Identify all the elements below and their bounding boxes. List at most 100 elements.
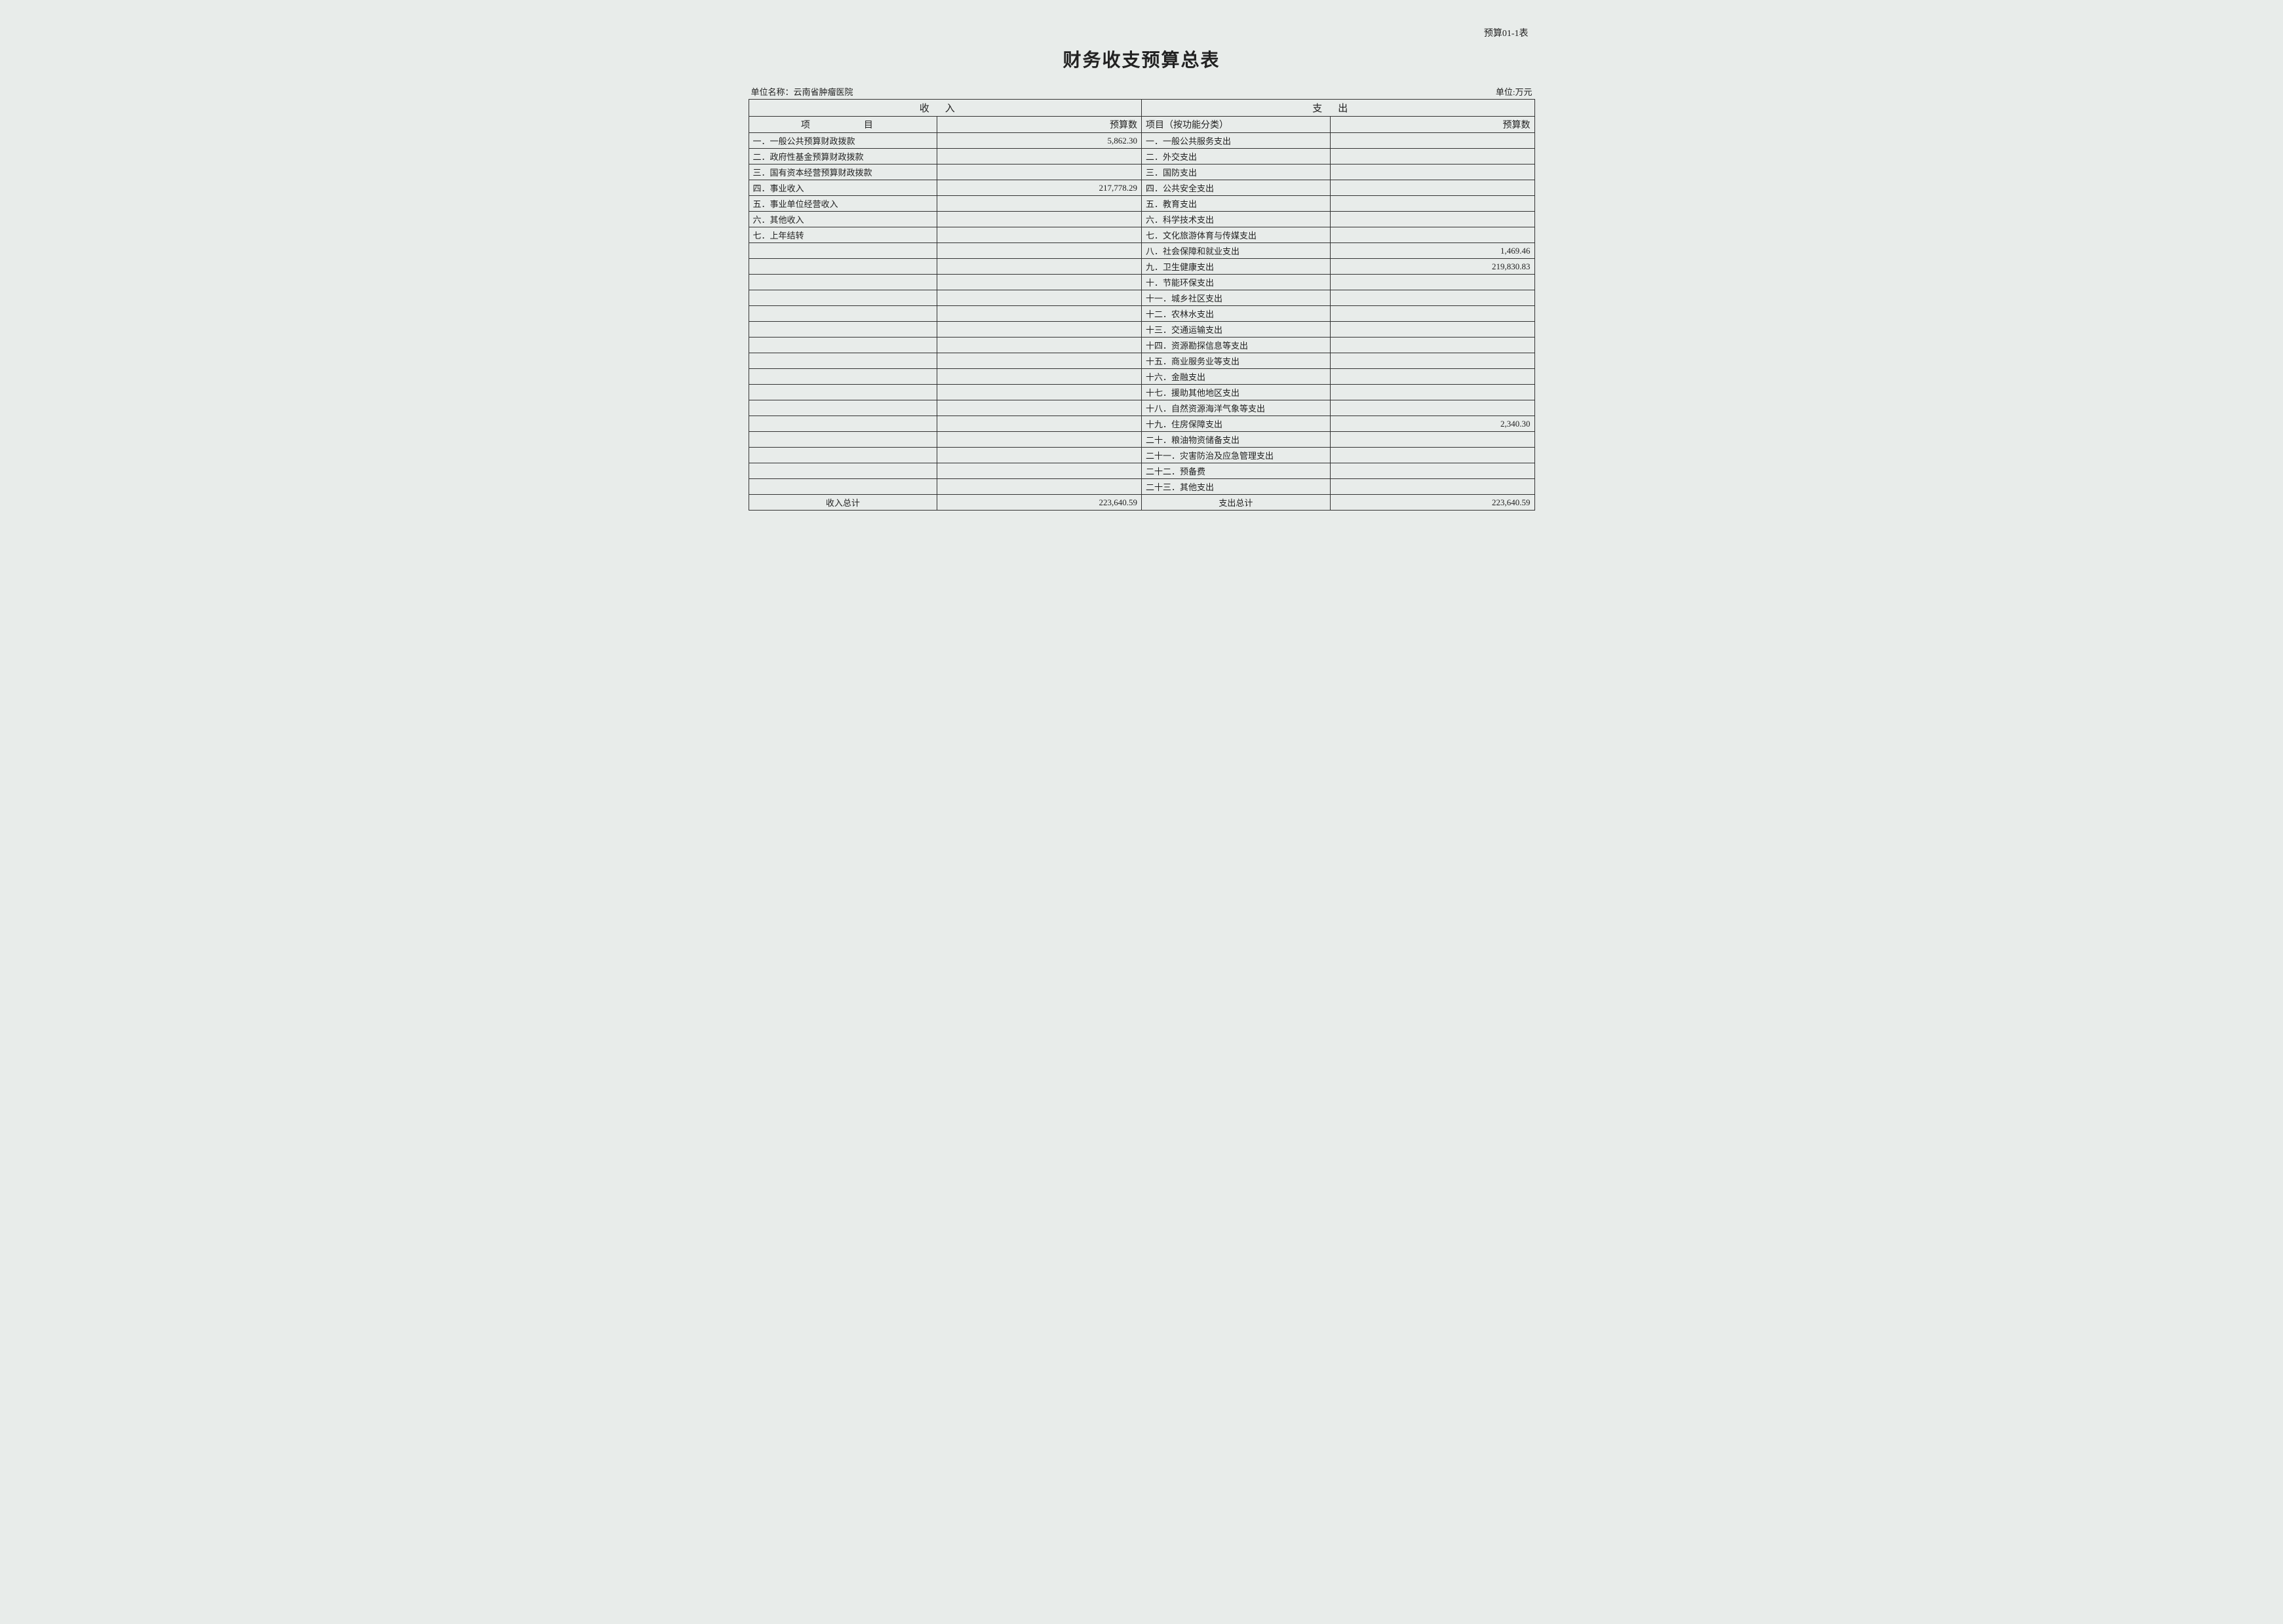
expense-item: 十．节能环保支出 <box>1141 275 1330 290</box>
table-row: 十七．援助其他地区支出 <box>749 385 1534 400</box>
expense-value <box>1330 212 1534 227</box>
meta-row: 单位名称：云南省肿瘤医院 单位:万元 <box>749 85 1535 98</box>
income-total-label: 收入总计 <box>749 495 937 511</box>
expense-value <box>1330 196 1534 212</box>
table-row: 九．卫生健康支出219,830.83 <box>749 259 1534 275</box>
table-row: 十一．城乡社区支出 <box>749 290 1534 306</box>
income-value <box>937 448 1142 463</box>
income-value: 217,778.29 <box>937 180 1142 196</box>
expense-item: 二十一．灾害防治及应急管理支出 <box>1141 448 1330 463</box>
income-item <box>749 338 937 353</box>
expense-value <box>1330 306 1534 322</box>
income-item <box>749 290 937 306</box>
income-item: 五．事业单位经营收入 <box>749 196 937 212</box>
income-value <box>937 227 1142 243</box>
income-total-value: 223,640.59 <box>937 495 1142 511</box>
income-value <box>937 212 1142 227</box>
table-row: 二十二．预备费 <box>749 463 1534 479</box>
income-value <box>937 338 1142 353</box>
expense-item: 十一．城乡社区支出 <box>1141 290 1330 306</box>
table-row: 十三．交通运输支出 <box>749 322 1534 338</box>
expense-value <box>1330 385 1534 400</box>
expense-item: 二十．粮油物资储备支出 <box>1141 432 1330 448</box>
income-value: 5,862.30 <box>937 133 1142 149</box>
income-value <box>937 196 1142 212</box>
expense-item: 十九．住房保障支出 <box>1141 416 1330 432</box>
total-row: 收入总计 223,640.59 支出总计 223,640.59 <box>749 495 1534 511</box>
unit-label: 单位:万元 <box>1496 85 1532 98</box>
header-row-sub: 项 目 预算数 项目（按功能分类） 预算数 <box>749 117 1534 133</box>
income-value <box>937 463 1142 479</box>
expense-value <box>1330 448 1534 463</box>
header-budget-left: 预算数 <box>937 117 1142 133</box>
income-value <box>937 149 1142 164</box>
expense-item: 十八．自然资源海洋气象等支出 <box>1141 400 1330 416</box>
income-item <box>749 259 937 275</box>
income-item <box>749 479 937 495</box>
document-id: 预算01-1表 <box>749 26 1535 39</box>
expense-item: 一．一般公共服务支出 <box>1141 133 1330 149</box>
table-row: 十．节能环保支出 <box>749 275 1534 290</box>
table-row: 二十．粮油物资储备支出 <box>749 432 1534 448</box>
table-row: 十八．自然资源海洋气象等支出 <box>749 400 1534 416</box>
expense-item: 二十二．预备费 <box>1141 463 1330 479</box>
expense-value <box>1330 133 1534 149</box>
org-name: 云南省肿瘤医院 <box>794 87 853 97</box>
header-income: 收入 <box>749 100 1141 117</box>
expense-item: 九．卫生健康支出 <box>1141 259 1330 275</box>
table-row: 二十三．其他支出 <box>749 479 1534 495</box>
income-value <box>937 322 1142 338</box>
table-row: 六．其他收入六．科学技术支出 <box>749 212 1534 227</box>
expense-item: 八．社会保障和就业支出 <box>1141 243 1330 259</box>
income-value <box>937 290 1142 306</box>
income-value <box>937 479 1142 495</box>
income-value <box>937 164 1142 180</box>
table-row: 三．国有资本经营预算财政拨款三．国防支出 <box>749 164 1534 180</box>
income-value <box>937 275 1142 290</box>
expense-item: 十六．金融支出 <box>1141 369 1330 385</box>
income-item <box>749 322 937 338</box>
income-item: 四．事业收入 <box>749 180 937 196</box>
table-row: 十六．金融支出 <box>749 369 1534 385</box>
expense-total-label: 支出总计 <box>1141 495 1330 511</box>
expense-value <box>1330 180 1534 196</box>
income-value <box>937 259 1142 275</box>
income-item <box>749 369 937 385</box>
income-item: 一．一般公共预算财政拨款 <box>749 133 937 149</box>
expense-value: 219,830.83 <box>1330 259 1534 275</box>
expense-value <box>1330 369 1534 385</box>
table-row: 八．社会保障和就业支出1,469.46 <box>749 243 1534 259</box>
table-row: 十五．商业服务业等支出 <box>749 353 1534 369</box>
expense-value: 2,340.30 <box>1330 416 1534 432</box>
expense-value <box>1330 275 1534 290</box>
table-row: 七．上年结转 七．文化旅游体育与传媒支出 <box>749 227 1534 243</box>
budget-sheet: 预算01-1表 财务收支预算总表 单位名称：云南省肿瘤医院 单位:万元 收入 支… <box>749 26 1535 511</box>
table-row: 十四．资源勘探信息等支出 <box>749 338 1534 353</box>
income-item <box>749 243 937 259</box>
income-item <box>749 432 937 448</box>
expense-item: 十四．资源勘探信息等支出 <box>1141 338 1330 353</box>
expense-total-value: 223,640.59 <box>1330 495 1534 511</box>
expense-value <box>1330 400 1534 416</box>
income-item <box>749 275 937 290</box>
header-item-left: 项 目 <box>749 117 937 133</box>
table-row: 四．事业收入217,778.29四．公共安全支出 <box>749 180 1534 196</box>
table-row: 一．一般公共预算财政拨款5,862.30一．一般公共服务支出 <box>749 133 1534 149</box>
income-item <box>749 400 937 416</box>
header-budget-right: 预算数 <box>1330 117 1534 133</box>
income-item <box>749 448 937 463</box>
header-row-main: 收入 支出 <box>749 100 1534 117</box>
income-value <box>937 400 1142 416</box>
expense-item: 十二．农林水支出 <box>1141 306 1330 322</box>
expense-item: 五．教育支出 <box>1141 196 1330 212</box>
expense-item: 七．文化旅游体育与传媒支出 <box>1141 227 1330 243</box>
income-value <box>937 306 1142 322</box>
expense-item: 二十三．其他支出 <box>1141 479 1330 495</box>
expense-value <box>1330 227 1534 243</box>
income-value <box>937 432 1142 448</box>
income-value <box>937 353 1142 369</box>
expense-value <box>1330 432 1534 448</box>
expense-value <box>1330 322 1534 338</box>
income-item: 七．上年结转 <box>749 227 937 243</box>
income-item <box>749 306 937 322</box>
